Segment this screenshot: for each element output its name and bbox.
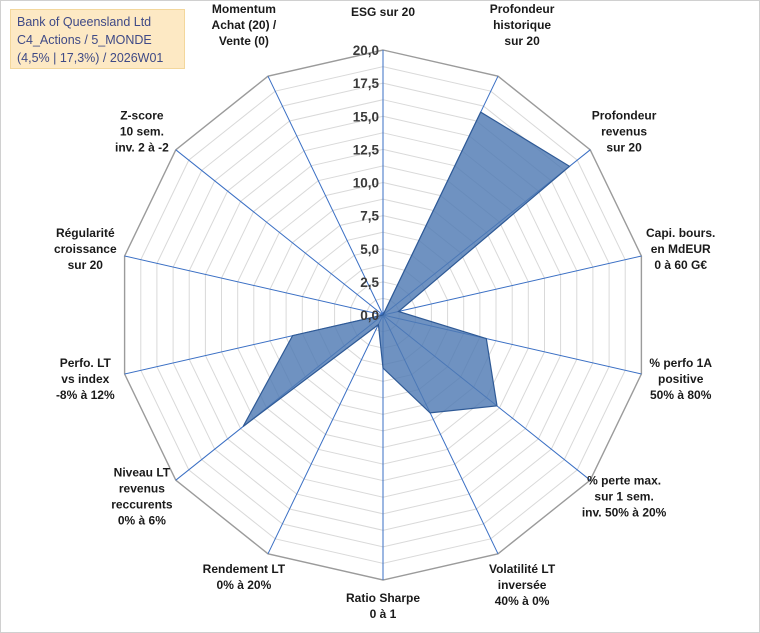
radar-axis-label: sur 20 xyxy=(504,34,540,48)
radar-spoke xyxy=(175,149,384,316)
radar-axis-label: sur 1 sem. xyxy=(594,490,653,504)
radar-axis-label: 0 à 1 xyxy=(370,607,397,621)
radar-spoke xyxy=(267,314,384,555)
radar-axis-label: -8% à 12% xyxy=(56,388,115,402)
radar-axis-label: Volatilité LT xyxy=(489,562,556,576)
radar-tick-label: 20,0 xyxy=(353,43,379,58)
radar-axis-label: Perfo. LT xyxy=(60,356,112,370)
radar-series xyxy=(242,111,571,427)
radar-axis-label: Rendement LT xyxy=(203,562,286,576)
radar-axis-label: 40% à 0% xyxy=(495,594,550,608)
radar-axis-label: croissance xyxy=(54,242,117,256)
radar-axis-label: Note xyxy=(370,0,397,3)
radar-series-area xyxy=(242,111,571,427)
radar-axis-label: Ratio Sharpe xyxy=(346,591,420,605)
radar-axis-label: historique xyxy=(493,18,551,32)
radar-axis-label: Momentum xyxy=(212,2,276,16)
radar-tick-label: 10,0 xyxy=(353,176,379,191)
radar-axis-label: Niveau LT xyxy=(114,466,171,480)
radar-axis-label: ESG sur 20 xyxy=(351,5,415,19)
title-box: Bank of Queensland Ltd C4_Actions / 5_MO… xyxy=(10,9,185,69)
radar-axis-label: Profondeur xyxy=(592,108,657,122)
radar-tick-label: 12,5 xyxy=(353,142,380,157)
radar-axis-label: reccurents xyxy=(111,498,173,512)
radar-tick-label: 2,5 xyxy=(360,275,379,290)
radar-axis-label: inv. 50% à 20% xyxy=(582,506,667,520)
radar-axis-label: revenus xyxy=(119,482,165,496)
radar-axis-label: en MdEUR xyxy=(651,242,711,256)
radar-axis-label: inversée xyxy=(498,578,547,592)
radar-axis-label: sur 20 xyxy=(606,140,642,154)
radar-tick-label: 5,0 xyxy=(360,242,379,257)
radar-axis-label: 0 à 60 G€ xyxy=(654,258,707,272)
radar-axis-label: 50% à 80% xyxy=(650,388,712,402)
radar-axis-label: Capi. bours. xyxy=(646,226,715,240)
radar-tick-labels: 0,0 2,5 5,0 7,5 10,0 12,5 15,0 17,5 20,0 xyxy=(353,43,380,323)
radar-axis-label: % perte max. xyxy=(587,474,661,488)
radar-axis-label: inv. 2 à -2 xyxy=(115,140,169,154)
radar-axis-label: vs index xyxy=(61,372,109,386)
radar-axis-label: Z-score xyxy=(120,108,164,122)
radar-axis-label: % perfo 1A xyxy=(649,356,712,370)
radar-axis-labels: Note ESG sur 20 Profondeur historique sur 20… xyxy=(54,0,715,621)
title-line-1: Bank of Queensland Ltd xyxy=(17,15,152,29)
radar-tick-label: 17,5 xyxy=(353,76,380,91)
radar-spoke xyxy=(124,255,384,316)
radar-axis-label: revenus xyxy=(601,124,647,138)
radar-axis-label: positive xyxy=(658,372,704,386)
radar-tick-label: 0,0 xyxy=(360,308,379,323)
radar-axis-label: Vente (0) xyxy=(219,34,269,48)
radar-spoke xyxy=(267,75,384,316)
radar-axis-label: 0% à 20% xyxy=(217,578,272,592)
radar-axis-label: Profondeur xyxy=(490,2,555,16)
radar-axis-label: 0% à 6% xyxy=(118,514,166,528)
radar-spoke xyxy=(382,255,642,316)
radar-axis-label: 10 sem. xyxy=(120,124,164,138)
radar-tick-label: 15,0 xyxy=(353,109,379,124)
radar-axis-label: sur 20 xyxy=(68,258,104,272)
title-line-3: (4,5% | 17,3%) / 2026W01 xyxy=(17,51,164,65)
radar-axis-label: Régularité xyxy=(56,226,115,240)
radar-axis-label: Achat (20) / xyxy=(212,18,277,32)
title-line-2: C4_Actions / 5_MONDE xyxy=(17,33,152,47)
radar-tick-label: 7,5 xyxy=(360,209,379,224)
